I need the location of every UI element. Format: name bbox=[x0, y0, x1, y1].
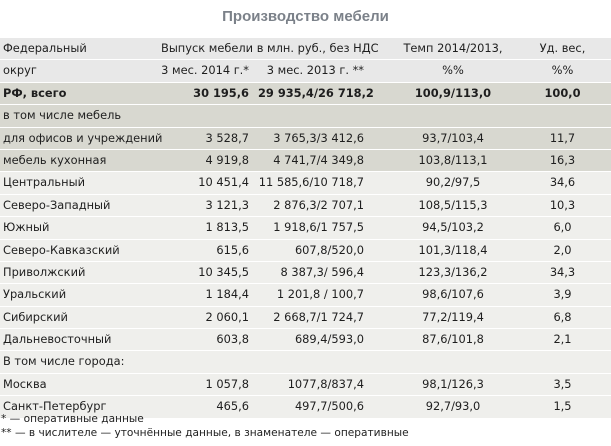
row-name: Дальневосточный bbox=[3, 332, 112, 347]
row-name: Южный bbox=[3, 220, 50, 235]
cell-2013: 4 741,7/4 349,8 bbox=[273, 152, 364, 167]
cell-share: 10,3 bbox=[549, 197, 576, 212]
row-name: В том числе города: bbox=[3, 354, 125, 369]
row-name: РФ, всего bbox=[3, 85, 67, 100]
cell-rate: 87,6/101,8 bbox=[422, 332, 484, 347]
cell-rate: 77,2/119,4 bbox=[422, 309, 484, 324]
cell-2014: 4 919,8 bbox=[205, 152, 249, 167]
cell-rate: 98,6/107,6 bbox=[422, 287, 484, 302]
cell-share: 2,0 bbox=[553, 242, 572, 257]
cell-2013: 1 918,6/1 757,5 bbox=[273, 220, 364, 235]
table-row: Уральский 1 184,4 1 201,8 / 100,7 98,6/107,… bbox=[0, 284, 611, 307]
cell-rate: 90,2/97,5 bbox=[425, 175, 481, 190]
cell-share: 16,3 bbox=[549, 152, 576, 167]
cell-share: 34,3 bbox=[549, 264, 576, 279]
table-row: Центральный 10 451,4 11 585,6/10 718,7 90,2… bbox=[0, 172, 611, 195]
cell-share: 6,0 bbox=[553, 220, 572, 235]
header-rate-unit: %% bbox=[442, 63, 464, 78]
row-name: Уральский bbox=[3, 287, 67, 302]
row-name: Северо-Западный bbox=[3, 197, 111, 212]
cell-rate: 108,5/115,3 bbox=[418, 197, 488, 212]
cell-2014: 2 060,1 bbox=[205, 309, 249, 324]
cell-share: 34,6 bbox=[549, 175, 576, 190]
footnote-2: ** — в числителе — уточнённые данные, в … bbox=[1, 427, 409, 439]
cell-2014: 3 528,7 bbox=[205, 130, 249, 145]
cell-share: 1,5 bbox=[553, 399, 572, 414]
header-2013: 3 мес. 2013 г. ** bbox=[266, 63, 364, 78]
table-row: РФ, всего 30 195,6 29 935,4/26 718,2 100,9/… bbox=[0, 82, 611, 106]
table-row: Москва 1 057,8 1077,8/837,4 98,1/126,3 3,5 bbox=[0, 373, 611, 397]
furniture-production-table: Федеральный Выпуск мебели в млн. руб., б… bbox=[0, 38, 611, 419]
cell-rate: 98,1/126,3 bbox=[422, 376, 484, 391]
cell-rate: 92,7/93,0 bbox=[425, 399, 481, 414]
cell-2013: 2 876,3/2 707,1 bbox=[273, 197, 364, 212]
cell-rate: 101,3/118,4 bbox=[418, 242, 488, 257]
cell-2014: 30 195,6 bbox=[193, 85, 249, 100]
table-row: Северо-Кавказский 615,6 607,8/520,0 101,3/1… bbox=[0, 239, 611, 262]
footnotes: * — оперативные данные ** — в числителе … bbox=[1, 412, 409, 440]
cell-2013: 3 765,3/3 412,6 bbox=[273, 130, 364, 145]
table-title: Производство мебели bbox=[222, 8, 389, 25]
table-row: Северо-Западный 3 121,3 2 876,3/2 707,1 108… bbox=[0, 194, 611, 218]
row-name: в том числе мебель bbox=[3, 108, 122, 123]
row-name: мебель кухонная bbox=[3, 152, 107, 167]
header-2014: 3 мес. 2014 г.* bbox=[161, 63, 249, 78]
header-rate: Темп 2014/2013, bbox=[403, 41, 503, 55]
table-row: В том числе города: bbox=[0, 351, 611, 374]
header-share: Уд. вес, bbox=[539, 41, 586, 55]
table-row: Дальневосточный 603,8 689,4/593,0 87,6/101,… bbox=[0, 329, 611, 352]
cell-share: 6,8 bbox=[553, 309, 572, 324]
cell-rate: 94,5/103,2 bbox=[422, 220, 484, 235]
cell-2014: 1 057,8 bbox=[205, 376, 249, 391]
table-row: в том числе мебель bbox=[0, 105, 611, 128]
row-name: Москва bbox=[3, 376, 47, 391]
cell-2013: 1077,8/837,4 bbox=[287, 376, 364, 391]
cell-2013: 2 668,7/1 724,7 bbox=[273, 309, 364, 324]
row-name: Санкт-Петербург bbox=[3, 399, 107, 414]
cell-rate: 100,9/113,0 bbox=[414, 85, 492, 100]
table-row: Сибирский 2 060,1 2 668,7/1 724,7 77,2/119,… bbox=[0, 306, 611, 330]
header-row-1: Федеральный Выпуск мебели в млн. руб., б… bbox=[0, 38, 611, 61]
cell-2013: 689,4/593,0 bbox=[294, 332, 364, 347]
header-share-unit: %% bbox=[551, 63, 574, 78]
table-row: Санкт-Петербург 465,6 497,7/500,6 92,7/93,0… bbox=[0, 396, 611, 419]
row-name: Приволжский bbox=[3, 264, 86, 279]
cell-2014: 3 121,3 bbox=[205, 197, 249, 212]
cell-2014: 615,6 bbox=[216, 242, 249, 257]
table-row: Южный 1 813,5 1 918,6/1 757,5 94,5/103,2 6,0 bbox=[0, 217, 611, 240]
cell-share: 3,5 bbox=[553, 376, 572, 391]
cell-2014: 465,6 bbox=[216, 399, 249, 414]
header-district: округ bbox=[3, 63, 37, 78]
footnote-1: * — оперативные данные bbox=[1, 413, 144, 425]
table-row: для офисов и учреждений 3 528,7 3 765,3/3 … bbox=[0, 127, 611, 150]
cell-2013: 607,8/520,0 bbox=[294, 242, 364, 257]
row-name: Центральный bbox=[3, 175, 85, 190]
cell-rate: 93,7/103,4 bbox=[422, 130, 484, 145]
row-name: Северо-Кавказский bbox=[3, 242, 120, 257]
cell-rate: 103,8/113,1 bbox=[418, 152, 488, 167]
header-output: Выпуск мебели в млн. руб., без НДС bbox=[161, 41, 379, 55]
cell-share: 11,7 bbox=[549, 130, 576, 145]
table-row: Приволжский 10 345,5 8 387,3/ 596,4 123,3/1… bbox=[0, 261, 611, 285]
cell-2014: 1 813,5 bbox=[205, 220, 249, 235]
cell-share: 100,0 bbox=[544, 85, 581, 100]
row-name: для офисов и учреждений bbox=[3, 130, 163, 145]
cell-rate: 123,3/136,2 bbox=[418, 264, 488, 279]
row-name: Сибирский bbox=[3, 309, 68, 324]
cell-2013: 8 387,3/ 596,4 bbox=[280, 264, 364, 279]
cell-2014: 603,8 bbox=[216, 332, 249, 347]
cell-2013: 497,7/500,6 bbox=[294, 399, 364, 414]
cell-2014: 10 345,5 bbox=[198, 264, 249, 279]
cell-share: 3,9 bbox=[553, 287, 572, 302]
table-row: мебель кухонная 4 919,8 4 741,7/4 349,8 103… bbox=[0, 149, 611, 173]
header-row-2: округ 3 мес. 2014 г.* 3 мес. 2013 г. ** … bbox=[0, 60, 611, 83]
header-region: Федеральный bbox=[3, 41, 87, 55]
cell-share: 2,1 bbox=[553, 332, 572, 347]
cell-2013: 29 935,4/26 718,2 bbox=[258, 85, 374, 100]
cell-2014: 1 184,4 bbox=[205, 287, 249, 302]
cell-2014: 10 451,4 bbox=[198, 175, 249, 190]
cell-2013: 1 201,8 / 100,7 bbox=[276, 287, 364, 302]
cell-2013: 11 585,6/10 718,7 bbox=[258, 175, 364, 190]
